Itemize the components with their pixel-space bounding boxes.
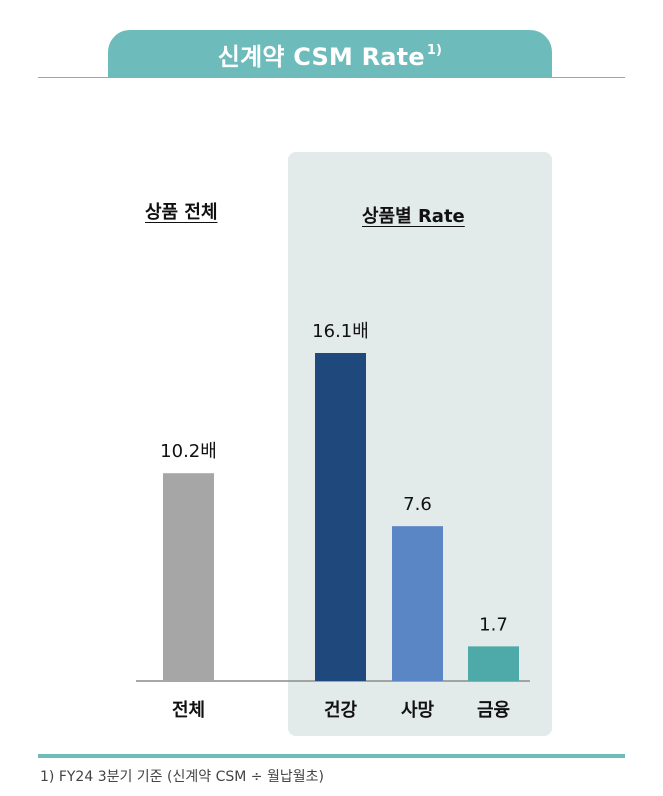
footnote: 1) FY24 3분기 기준 (신계약 CSM ÷ 월납월초)	[40, 769, 324, 785]
category-label-0: 전체	[172, 700, 205, 721]
title-footnote-marker: 1)	[426, 42, 443, 58]
bar-2	[392, 526, 443, 681]
category-label-1: 건강	[324, 700, 358, 721]
chart-title: 신계약 CSM Rate 1)	[108, 30, 552, 78]
category-label-2: 사망	[401, 700, 435, 721]
bar-0	[163, 473, 214, 681]
category-label-3: 금융	[477, 700, 510, 721]
title-divider	[38, 77, 625, 78]
bar-value-label-3: 1.7	[479, 614, 508, 635]
bar-3	[468, 646, 519, 681]
bar-value-label-0: 10.2배	[160, 441, 217, 462]
chart-title-text: 신계약 CSM Rate	[217, 42, 425, 71]
overall-section-label: 상품 전체	[145, 202, 218, 223]
product-section-label: 상품별 Rate	[362, 206, 465, 227]
footer-divider	[38, 754, 625, 758]
bar-value-label-2: 7.6	[403, 494, 432, 515]
bar-1	[315, 353, 366, 681]
bar-value-label-1: 16.1배	[312, 321, 369, 342]
